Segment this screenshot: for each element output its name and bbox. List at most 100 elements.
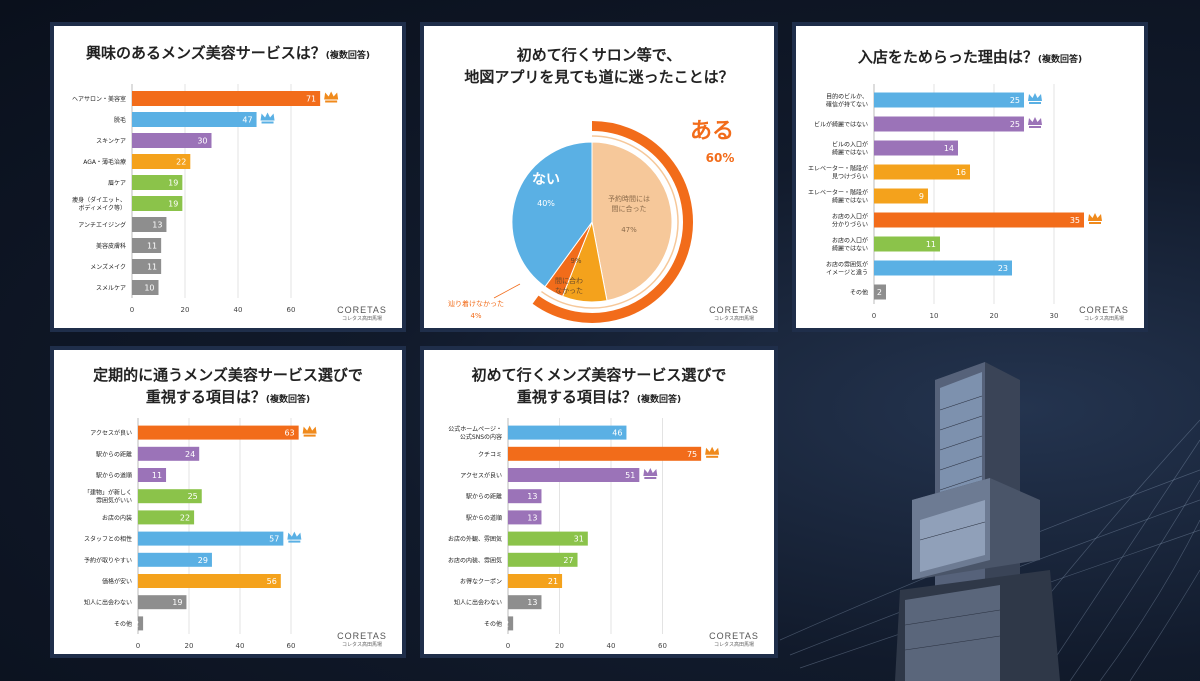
category-label: スメルケア (96, 285, 126, 292)
bar-chart-hesitation: 0 10 20 30 25 目的のビルか、確信が持てない 25 ビルが綺麗ではない 14 ビルの入… (808, 84, 1102, 320)
category-label: 予約が取りやすい (84, 556, 132, 564)
leader-line (493, 283, 521, 299)
chart-title: 初めて行くサロン等で、 地図アプリを見ても道に迷ったことは？ (464, 46, 734, 86)
bar (138, 595, 187, 610)
tick-label: 40 (234, 306, 243, 314)
bar (508, 552, 578, 567)
category-label: お店の入口が綺麗ではない (832, 237, 868, 253)
slice-pct-lost: 4% (470, 312, 481, 320)
slice-label-late-2: なかった (555, 287, 583, 295)
bar (508, 531, 588, 546)
bar (132, 91, 321, 106)
outer-ring-arc (532, 121, 693, 323)
brand-logo: CORETAS コレタス高田馬場 (709, 631, 759, 648)
tick-label: 0 (506, 642, 510, 650)
bar (508, 446, 702, 461)
bar (874, 164, 970, 180)
crown-icon (287, 531, 302, 543)
data-label: 19 (168, 200, 178, 209)
bar (508, 489, 542, 504)
tick-label: 0 (136, 642, 140, 650)
category-label: ヘアサロン・美容室 (72, 95, 126, 103)
bar (132, 175, 183, 190)
category-label: 美容皮膚科 (96, 242, 126, 250)
data-label: 25 (188, 492, 198, 501)
data-label: 57 (269, 535, 279, 544)
bar (138, 574, 281, 588)
bar (874, 92, 1024, 108)
data-label: 13 (152, 221, 162, 230)
crown-icon (1088, 213, 1102, 224)
category-label: お店の内装、雰囲気 (448, 556, 502, 564)
bar (508, 595, 542, 610)
bar (874, 188, 928, 204)
data-label: 13 (527, 513, 537, 522)
chart-title: 初めて行くメンズ美容サービス選びで 重視する項目は？(複数回答) (471, 366, 727, 406)
bar (874, 212, 1084, 228)
category-label: エレベーター・階段が見つけづらい (808, 165, 868, 181)
category-label: AGA・薄毛治療 (83, 158, 126, 166)
bar (138, 531, 284, 546)
data-label: 21 (548, 577, 558, 586)
data-label: 13 (527, 598, 537, 607)
bar (132, 238, 162, 253)
category-label: 駅からの道順 (96, 472, 132, 480)
bar (132, 217, 167, 232)
chart-title: 定期的に通うメンズ美容サービス選びで 重視する項目は？(複数回答) (93, 366, 363, 406)
bar (132, 133, 212, 148)
category-label: エレベーター・階段が綺麗ではない (808, 189, 868, 205)
bar (508, 468, 640, 482)
slice-label-none: ない (532, 172, 560, 188)
category-label: クチコミ (478, 451, 502, 458)
bar (132, 196, 183, 211)
data-label: 19 (172, 598, 182, 607)
data-label: 14 (944, 144, 954, 153)
tick-label: 20 (185, 642, 194, 650)
data-label: 11 (926, 240, 936, 249)
data-label: 30 (197, 137, 207, 146)
chart-panel-first-visit: 初めて行くメンズ美容サービス選びで 重視する項目は？(複数回答) 0 20 40 60 4… (420, 346, 778, 658)
bar (138, 468, 167, 482)
bar (508, 574, 563, 588)
slice-label-ontime: 予約時間には (608, 194, 650, 203)
bar (508, 510, 542, 525)
data-label: 25 (1010, 96, 1020, 105)
data-label: 51 (625, 471, 635, 480)
data-label: 56 (267, 577, 277, 586)
bar-chart-first-visit: 0 20 40 60 46 公式ホームページ・公式SNSの内容 75 クチコミ 51 アクセスが良… (448, 418, 720, 650)
bar-chart-regular: 0 20 40 60 63 アクセスが良い 24 駅からの距離 11 駅からの道順 25 「建物」が新… (84, 418, 317, 650)
data-label: 46 (612, 429, 622, 438)
bar (132, 280, 159, 295)
data-label: 11 (147, 242, 157, 251)
category-label: メンズメイク (90, 263, 126, 271)
chart-panel-hesitation: 入店をためらった理由は？(複数回答) 0 10 20 30 25 目的のビルか、確信が持て… (792, 22, 1148, 332)
tick-label: 60 (287, 642, 296, 650)
data-label: 63 (284, 429, 294, 438)
ring-label-yes: ある (690, 119, 734, 144)
data-label: 35 (1070, 216, 1080, 225)
data-label: 22 (180, 513, 190, 522)
data-label: 29 (198, 556, 208, 565)
crown-icon (643, 468, 658, 479)
chart-panel-lost: 初めて行くサロン等で、 地図アプリを見ても道に迷ったことは？ ない 40% 予約時間に… (420, 22, 778, 332)
category-label: お店の外観、雰囲気 (448, 535, 502, 543)
data-label: 19 (168, 179, 178, 188)
category-label: お得なクーポン (460, 578, 502, 586)
category-label: 価格が安い (102, 578, 132, 586)
category-label: 駅からの道順 (466, 514, 502, 522)
brand-logo: CORETAS コレタス高田馬場 (337, 631, 387, 648)
tick-label: 20 (181, 306, 190, 314)
data-label: 31 (574, 535, 584, 544)
bar (874, 116, 1024, 132)
category-label: 目的のビルか、確信が持てない (826, 93, 868, 109)
slice-label-lost: 辿り着けなかった (448, 299, 504, 308)
data-label: 2 (504, 619, 509, 628)
brand-logo: CORETAS コレタス高田馬場 (337, 305, 387, 322)
category-label: 知人に出会わない (84, 599, 132, 607)
slice-label-ontime-2: 間に合った (612, 204, 647, 213)
category-label: 駅からの距離 (96, 450, 132, 458)
tick-label: 0 (872, 312, 876, 320)
category-label: アンチエイジング (78, 221, 126, 229)
data-label: 16 (956, 168, 966, 177)
chart-panel-regular: 定期的に通うメンズ美容サービス選びで 重視する項目は？(複数回答) 0 20 40 60… (50, 346, 406, 658)
